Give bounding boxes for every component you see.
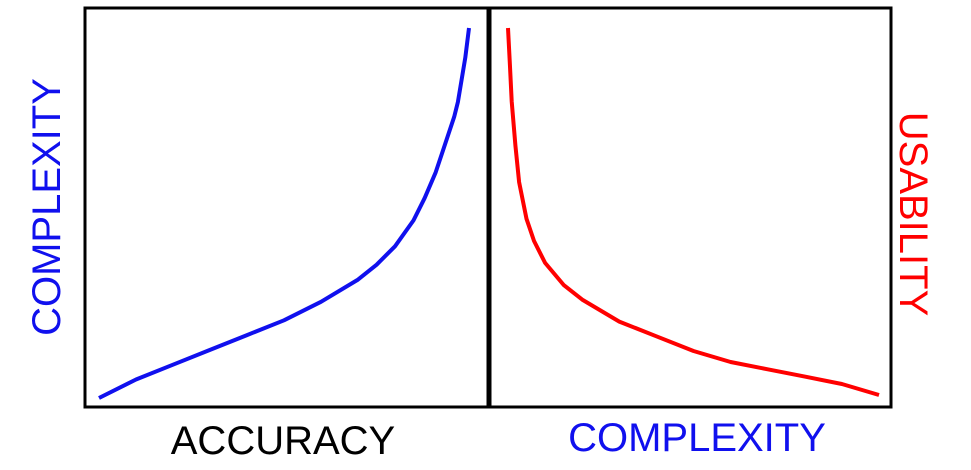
right-x-axis-label: COMPLEXITY	[568, 416, 826, 460]
left-y-axis-label: COMPLEXITY	[25, 78, 69, 336]
left-x-axis-label: ACCURACY	[171, 419, 395, 463]
left-plot-frame	[83, 6, 491, 409]
right-plot-frame	[487, 6, 893, 409]
right-y-axis-label: USABILITY	[891, 112, 935, 317]
left-series-line	[98, 27, 471, 400]
right-series-line	[506, 27, 880, 397]
